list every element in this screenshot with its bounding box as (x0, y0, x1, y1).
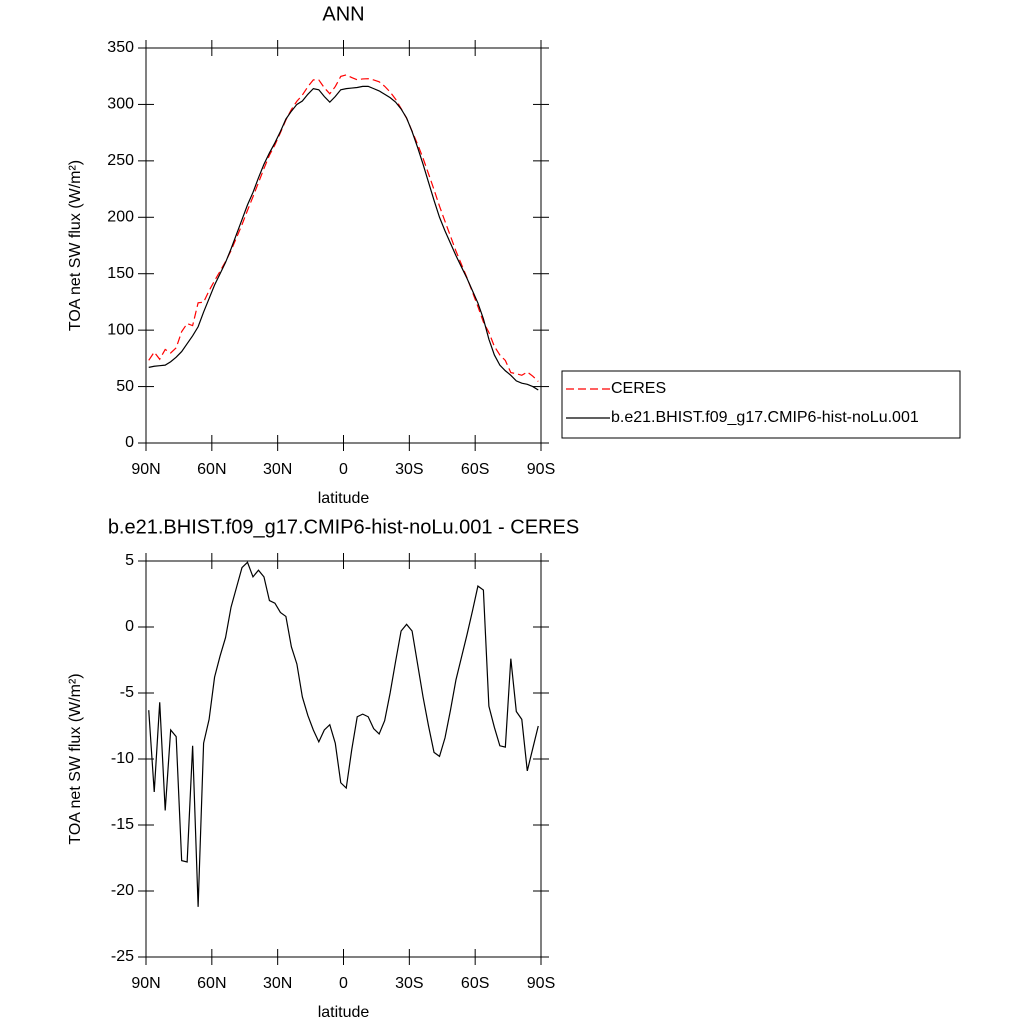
y-tick-label: -10 (111, 750, 134, 767)
x-tick-label: 60S (461, 461, 489, 478)
legend-box (561, 370, 961, 439)
y-tick-label: 0 (125, 618, 134, 635)
x-tick-label: 90S (527, 975, 555, 992)
y-tick-label: 250 (107, 152, 134, 169)
y-tick-label: 200 (107, 209, 134, 226)
chart-title: b.e21.BHIST.f09_g17.CMIP6-hist-noLu.001 … (108, 516, 579, 538)
y-tick-label: -20 (111, 882, 134, 899)
x-tick-label: 90S (527, 461, 555, 478)
x-tick-label: 90N (131, 461, 160, 478)
data-line (148, 85, 539, 391)
y-tick-label: 5 (125, 552, 134, 569)
legend-label: CERES (611, 380, 666, 397)
x-tick-label: 0 (339, 461, 348, 478)
y-tick-label: -25 (111, 948, 134, 965)
x-tick-label: 60S (461, 975, 489, 992)
y-tick-label: 350 (107, 39, 134, 56)
x-tick-label: 30S (395, 461, 423, 478)
x-axis-label: latitude (318, 1004, 370, 1021)
x-tick-label: 90N (131, 975, 160, 992)
x-axis-label: latitude (318, 490, 370, 507)
plot-frame (145, 47, 542, 444)
y-tick-label: 150 (107, 265, 134, 282)
x-tick-label: 30S (395, 975, 423, 992)
x-tick-label: 0 (339, 975, 348, 992)
data-line (148, 561, 539, 907)
plot-frame (145, 560, 542, 958)
legend-label: b.e21.BHIST.f09_g17.CMIP6-hist-noLu.001 (611, 409, 919, 426)
x-tick-label: 30N (263, 975, 292, 992)
y-tick-label: -5 (120, 684, 134, 701)
x-tick-label: 60N (197, 975, 226, 992)
y-tick-label: 0 (125, 434, 134, 451)
y-tick-label: 50 (116, 378, 134, 395)
x-tick-label: 60N (197, 461, 226, 478)
y-tick-label: 300 (107, 96, 134, 113)
data-line (148, 74, 539, 382)
y-axis-label: TOA net SW flux (W/m²) (67, 673, 84, 844)
y-tick-label: 100 (107, 321, 134, 338)
y-axis-label: TOA net SW flux (W/m²) (67, 160, 84, 331)
x-tick-label: 30N (263, 461, 292, 478)
y-tick-label: -15 (111, 816, 134, 833)
chart-title: ANN (322, 3, 364, 25)
